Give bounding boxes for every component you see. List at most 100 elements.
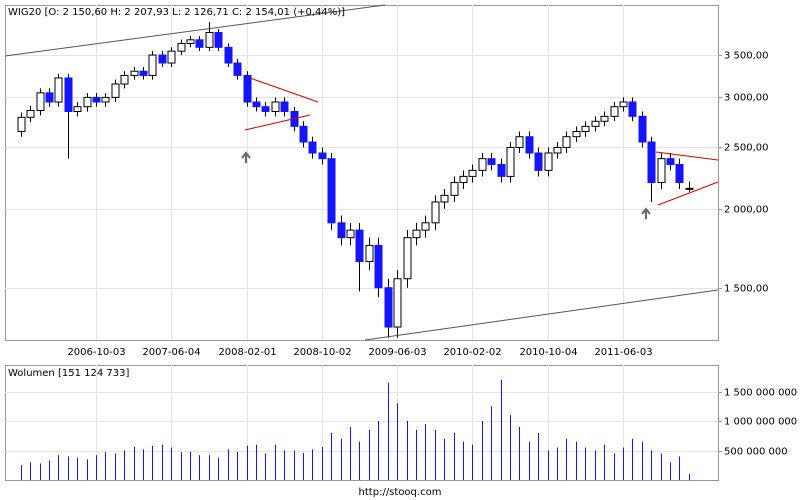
y-tick-label: 2 000,00 bbox=[724, 205, 769, 216]
y-tick-label: 1 000 000 000 bbox=[724, 417, 797, 428]
candle-body bbox=[214, 31, 223, 48]
candle-body bbox=[610, 106, 619, 117]
candle-body bbox=[431, 201, 440, 224]
candle-body bbox=[647, 141, 656, 184]
x-tick-label: 2009-06-03 bbox=[368, 347, 426, 358]
candle-body bbox=[384, 287, 393, 328]
candle-body bbox=[224, 46, 233, 64]
candle-body bbox=[101, 96, 110, 103]
y-tick-label: 3 000,00 bbox=[724, 93, 769, 104]
volume-header: Wolumen [151 124 733] bbox=[8, 368, 129, 379]
arrow bbox=[241, 151, 251, 163]
x-tick-label: 2006-10-03 bbox=[67, 347, 125, 358]
x-tick-label: 2010-10-04 bbox=[519, 347, 577, 358]
candle-body bbox=[36, 92, 45, 112]
candle-body bbox=[130, 70, 139, 76]
candle-body bbox=[26, 110, 35, 118]
candle-body bbox=[666, 158, 675, 165]
plot-layer bbox=[17, 21, 694, 480]
candle-body bbox=[195, 39, 204, 48]
y-tick-label: 1 500,00 bbox=[724, 284, 769, 295]
candle-body bbox=[158, 54, 167, 64]
candle-body bbox=[205, 31, 214, 48]
candle-body bbox=[450, 182, 459, 196]
candle-body bbox=[525, 136, 534, 154]
candle-body bbox=[64, 77, 73, 112]
candle-body bbox=[327, 158, 336, 224]
candle-body bbox=[111, 83, 120, 98]
candle-body bbox=[261, 106, 270, 112]
candle-body bbox=[167, 50, 176, 64]
candle-body bbox=[468, 169, 477, 177]
candle-body bbox=[619, 101, 628, 108]
footer-url: http://stooq.com bbox=[359, 487, 442, 498]
candle-body bbox=[346, 229, 355, 239]
y-tick-label: 2 500,00 bbox=[724, 143, 769, 154]
candle-body bbox=[186, 39, 195, 45]
triangle-line bbox=[655, 151, 719, 161]
volume-panel bbox=[5, 365, 719, 481]
x-tick-label: 2011-06-03 bbox=[594, 347, 652, 358]
arrow bbox=[641, 207, 651, 219]
triangle-line bbox=[657, 181, 719, 206]
candle-body bbox=[252, 101, 261, 108]
candle-body bbox=[591, 120, 600, 127]
candle-body bbox=[487, 158, 496, 165]
candle-body bbox=[403, 237, 412, 280]
y-tick-label: 3 500,00 bbox=[724, 51, 769, 62]
candle-body bbox=[337, 222, 346, 239]
candle-body bbox=[83, 96, 92, 108]
x-tick-label: 2008-02-01 bbox=[218, 347, 276, 358]
candle-body bbox=[45, 92, 54, 103]
y-tick-label: 1 500 000 000 bbox=[724, 388, 797, 399]
candle-body bbox=[600, 115, 609, 122]
candle-body bbox=[233, 62, 242, 76]
candle-body bbox=[638, 115, 647, 143]
triangle-line bbox=[249, 77, 319, 103]
candle-body bbox=[506, 146, 515, 177]
candle-body bbox=[148, 54, 157, 76]
candle-body bbox=[572, 130, 581, 138]
candle-body bbox=[497, 163, 506, 177]
price-panel bbox=[5, 5, 719, 341]
candle-body bbox=[515, 136, 524, 148]
x-tick-label: 2010-02-02 bbox=[443, 347, 501, 358]
candle-body bbox=[459, 175, 468, 184]
candle-body bbox=[562, 136, 571, 148]
candle-body bbox=[73, 106, 82, 112]
candle-body bbox=[92, 96, 101, 103]
candle-body bbox=[675, 163, 684, 184]
candle-body bbox=[421, 222, 430, 231]
candle-body bbox=[534, 152, 543, 171]
x-tick-label: 2008-10-02 bbox=[293, 347, 351, 358]
candle-body bbox=[440, 194, 449, 203]
candle-body bbox=[318, 152, 327, 160]
price-header: WIG20 [O: 2 150,60 H: 2 207,93 L: 2 126,… bbox=[8, 7, 345, 18]
candle-body bbox=[412, 229, 421, 239]
candle-body bbox=[544, 152, 553, 171]
trend-line bbox=[364, 289, 719, 341]
triangle-line bbox=[244, 114, 311, 131]
candle-body bbox=[553, 146, 562, 154]
candle-body bbox=[355, 229, 364, 263]
candle-body bbox=[657, 158, 666, 184]
candle-body bbox=[581, 125, 590, 132]
candle-body bbox=[177, 43, 186, 52]
candle-body bbox=[243, 74, 252, 103]
candle-body bbox=[393, 278, 402, 328]
candle-body bbox=[271, 101, 280, 112]
candle-body bbox=[280, 101, 289, 112]
candle-body bbox=[685, 187, 694, 190]
trend-line bbox=[4, 4, 386, 57]
candle-body bbox=[308, 141, 317, 154]
candle-body bbox=[120, 74, 129, 85]
candle-body bbox=[374, 244, 383, 289]
candle-body bbox=[628, 101, 637, 117]
x-tick-label: 2007-06-04 bbox=[142, 347, 200, 358]
y-tick-label: 500 000 000 bbox=[724, 447, 788, 458]
candle-body bbox=[17, 116, 26, 132]
drawings bbox=[4, 4, 719, 341]
candle-body bbox=[54, 77, 63, 103]
candle-body bbox=[365, 244, 374, 263]
